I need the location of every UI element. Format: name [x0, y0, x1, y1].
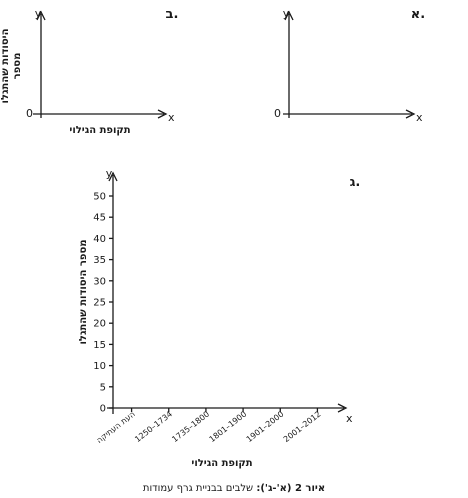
- panel-c-x-letter: x: [346, 412, 353, 425]
- y-tick-label: 50: [93, 192, 106, 203]
- x-tick-label: 1250–1734: [133, 409, 174, 444]
- y-tick-label: 45: [93, 213, 106, 224]
- y-tick-label: 25: [93, 298, 106, 309]
- panel-b-origin: 0: [26, 107, 33, 120]
- y-tick-label: 30: [93, 276, 106, 287]
- panel-b-ylabel-line1: מספר: [12, 53, 23, 80]
- panel-c-y-letter: y: [106, 167, 113, 180]
- panel-a-x-letter: x: [416, 111, 423, 124]
- y-tick-label: 35: [93, 255, 106, 266]
- panel-b-y-letter: y: [35, 7, 42, 20]
- y-tick-label: 10: [93, 361, 106, 372]
- panel-c-x-ticks: העת העתיקה1250–17341735–18001801–1900190…: [95, 408, 323, 445]
- panel-a: א. y x 0: [274, 7, 425, 124]
- y-tick-label: 20: [93, 319, 106, 330]
- figure-caption: איור 2 (א'-ג'): שלבים בבניית גרף עמודות: [143, 483, 325, 494]
- y-tick-label: 15: [93, 340, 106, 351]
- panel-c-ylabel: מספר היסודות שהתגלו: [78, 239, 89, 344]
- panel-a-label: א.: [411, 7, 425, 22]
- panel-c-xlabel: תקופת הגילוי: [191, 458, 252, 469]
- panel-b-y-arrow: [36, 10, 46, 21]
- x-tick-label: 1735–1800: [170, 409, 211, 444]
- x-tick-label: העת העתיקה: [95, 409, 137, 445]
- x-tick-label: 1901–2000: [245, 409, 286, 444]
- panel-a-origin: 0: [274, 107, 281, 120]
- caption-bold: איור 2 (א'-ג'):: [256, 483, 325, 494]
- panel-a-y-arrow: [284, 10, 294, 21]
- panel-c-y-arrow: [108, 171, 118, 182]
- panel-b-x-letter: x: [168, 111, 175, 124]
- panel-a-x-arrow: [405, 109, 416, 119]
- panel-c-y-ticks: 0 5 10 15 20 25 30 35 40 45 50: [93, 192, 113, 415]
- panel-b-xlabel: תקופת הגילוי: [69, 125, 130, 136]
- y-tick-label: 5: [100, 382, 106, 393]
- x-tick-label: 2001–2012: [282, 409, 323, 444]
- caption-text: שלבים בבניית גרף עמודות: [143, 483, 256, 494]
- panel-b: ב. y x 0 מספר היסודות שהתגלו תקופת הגילו…: [0, 7, 178, 136]
- y-tick-label: 0: [100, 404, 106, 415]
- x-tick-label: 1801–1900: [208, 409, 249, 444]
- panel-c-label: ג.: [350, 175, 361, 190]
- panel-b-label: ב.: [166, 7, 179, 22]
- panel-c: ג. y x מספר היסודות שהתגלו תקופת הגילוי …: [78, 167, 360, 469]
- panel-b-x-arrow: [157, 109, 168, 119]
- panel-b-ylabel-line2: היסודות שהתגלו: [0, 29, 11, 104]
- panel-a-y-letter: y: [283, 7, 290, 20]
- y-tick-label: 40: [93, 234, 106, 245]
- panel-c-x-arrow: [337, 403, 348, 413]
